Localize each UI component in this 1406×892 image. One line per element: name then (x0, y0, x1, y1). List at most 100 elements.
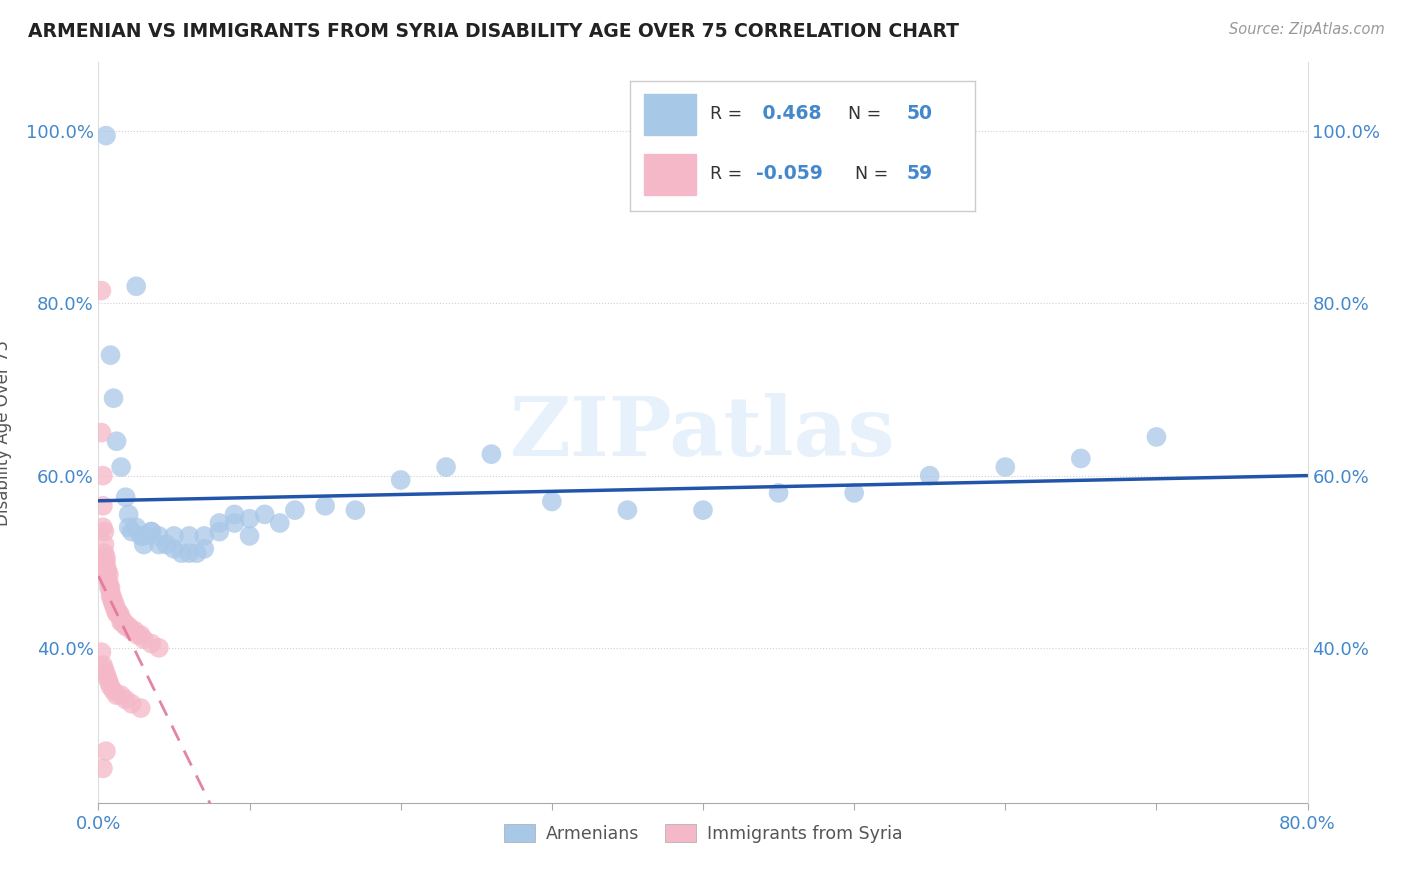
Point (112, 615, 135, 629)
Point (118, 520, 141, 534)
Point (163, 541, 186, 556)
Point (91, 499, 114, 513)
Point (224, 508, 246, 522)
Point (193, 529, 215, 543)
Point (98, 675, 121, 690)
Point (94, 563, 117, 577)
Point (94, 559, 117, 574)
Point (170, 546, 193, 560)
Point (186, 546, 208, 560)
Point (100, 680, 122, 694)
Point (115, 619, 138, 633)
Point (105, 607, 128, 621)
Point (239, 512, 262, 526)
Point (148, 640, 170, 655)
Point (90, 645, 112, 659)
Point (90, 284, 112, 298)
Point (389, 473, 412, 487)
Point (127, 628, 149, 642)
Point (105, 434, 128, 449)
Point (93, 662, 115, 676)
Point (1144, 430, 1167, 444)
Point (481, 447, 503, 461)
Point (129, 529, 152, 543)
Point (104, 602, 127, 616)
Text: ARMENIAN VS IMMIGRANTS FROM SYRIA DISABILITY AGE OVER 75 CORRELATION CHART: ARMENIAN VS IMMIGRANTS FROM SYRIA DISABI… (28, 22, 959, 41)
Point (91, 761, 114, 775)
Point (108, 607, 131, 621)
Y-axis label: Disability Age Over 75: Disability Age Over 75 (0, 340, 11, 525)
Point (105, 688, 128, 702)
Point (118, 619, 141, 633)
Legend: Armenians, Immigrants from Syria: Armenians, Immigrants from Syria (496, 817, 910, 850)
Point (434, 460, 457, 475)
Point (1070, 451, 1092, 466)
Point (103, 391, 125, 405)
Point (94, 555, 117, 569)
Point (98, 567, 121, 582)
Point (110, 615, 132, 629)
Point (114, 619, 136, 633)
Point (101, 593, 124, 607)
Point (96, 671, 118, 685)
Point (110, 688, 132, 702)
Point (101, 589, 124, 603)
Point (141, 524, 163, 539)
Point (110, 460, 132, 475)
Point (132, 537, 155, 551)
Point (692, 503, 714, 517)
Point (103, 598, 125, 612)
Point (284, 503, 307, 517)
Point (129, 701, 152, 715)
Point (100, 348, 122, 362)
Point (994, 460, 1017, 475)
Point (91, 468, 114, 483)
Point (148, 529, 170, 543)
Point (114, 692, 136, 706)
Point (100, 585, 122, 599)
Point (132, 632, 155, 647)
Point (94, 550, 117, 565)
Point (100, 589, 122, 603)
Point (125, 279, 148, 293)
Point (616, 503, 638, 517)
Point (121, 524, 143, 539)
Point (98, 581, 121, 595)
Point (103, 684, 125, 698)
Point (155, 537, 177, 551)
Point (208, 516, 231, 530)
Point (105, 602, 128, 616)
Point (540, 494, 562, 508)
Point (100, 581, 122, 595)
Point (124, 624, 146, 638)
Point (110, 610, 132, 624)
Point (179, 529, 201, 543)
Point (91, 658, 114, 673)
Point (148, 537, 170, 551)
Point (129, 628, 152, 642)
Point (344, 503, 367, 517)
Point (141, 524, 163, 539)
Point (93, 524, 115, 539)
Point (193, 541, 215, 556)
Point (98, 576, 121, 591)
Point (94, 128, 117, 143)
Point (111, 615, 134, 629)
Point (94, 744, 117, 758)
Point (179, 546, 201, 560)
Point (253, 508, 276, 522)
Point (163, 529, 186, 543)
Point (918, 468, 941, 483)
Point (844, 486, 866, 500)
Point (94, 666, 117, 681)
Point (103, 593, 125, 607)
Point (93, 537, 115, 551)
Point (269, 516, 291, 530)
Text: Source: ZipAtlas.com: Source: ZipAtlas.com (1229, 22, 1385, 37)
Point (90, 425, 112, 440)
Point (132, 529, 155, 543)
Point (91, 520, 114, 534)
Point (96, 563, 118, 577)
Point (125, 520, 148, 534)
Point (93, 546, 115, 560)
